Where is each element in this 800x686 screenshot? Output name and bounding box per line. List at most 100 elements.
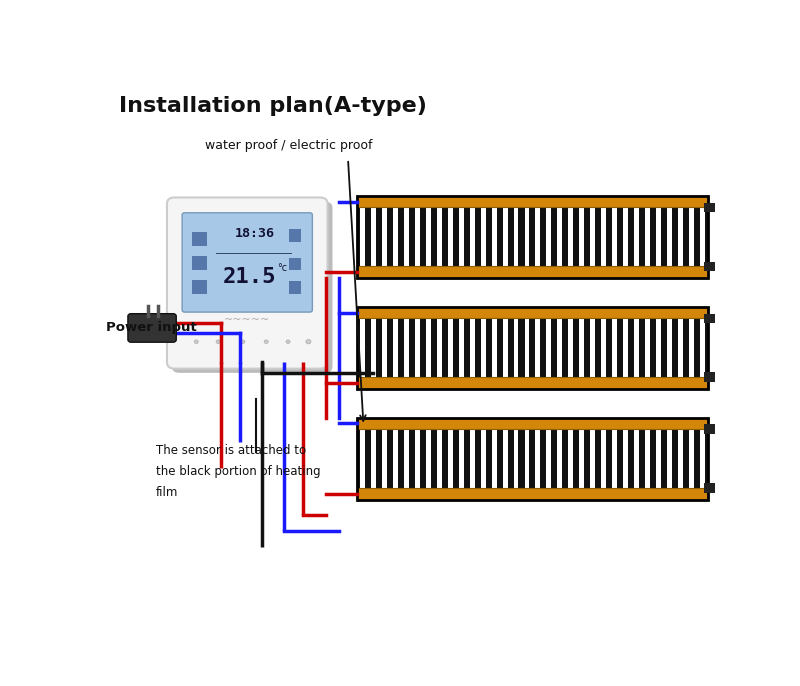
Bar xyxy=(358,196,707,278)
Bar xyxy=(579,429,584,488)
Bar xyxy=(678,318,682,377)
Bar xyxy=(704,261,715,271)
Bar xyxy=(656,429,661,488)
Bar xyxy=(426,318,431,377)
Bar xyxy=(502,318,507,377)
Bar xyxy=(492,318,497,377)
Bar xyxy=(590,429,595,488)
Bar xyxy=(678,207,682,266)
Bar xyxy=(525,318,530,377)
Text: Power input: Power input xyxy=(106,322,197,335)
Bar xyxy=(656,318,661,377)
Bar xyxy=(404,429,409,488)
Bar xyxy=(667,429,672,488)
Bar xyxy=(700,318,705,377)
Bar xyxy=(546,207,551,266)
Bar xyxy=(612,429,617,488)
Bar xyxy=(448,429,453,488)
Bar xyxy=(634,318,639,377)
Bar xyxy=(371,318,376,377)
Bar xyxy=(612,207,617,266)
Bar xyxy=(289,229,301,241)
Bar xyxy=(601,429,606,488)
Bar xyxy=(634,429,639,488)
Bar xyxy=(656,207,661,266)
Circle shape xyxy=(194,340,198,344)
Bar xyxy=(645,207,650,266)
Text: The sensor is attached to
the black portion of heating
film: The sensor is attached to the black port… xyxy=(156,444,321,499)
Bar xyxy=(514,429,518,488)
Text: 18:36: 18:36 xyxy=(234,228,274,240)
Bar xyxy=(358,196,707,207)
Bar xyxy=(470,207,474,266)
Bar xyxy=(590,207,595,266)
Bar xyxy=(678,429,682,488)
Bar xyxy=(601,207,606,266)
Bar xyxy=(558,318,562,377)
Bar xyxy=(358,418,707,499)
Bar xyxy=(393,429,398,488)
Text: 21.5: 21.5 xyxy=(223,267,277,287)
Bar xyxy=(358,207,707,266)
Bar xyxy=(404,318,409,377)
Bar xyxy=(502,207,507,266)
Bar xyxy=(459,318,464,377)
Bar xyxy=(667,318,672,377)
Bar xyxy=(358,429,707,488)
Bar xyxy=(568,318,574,377)
Bar xyxy=(634,207,639,266)
Bar xyxy=(689,207,694,266)
Bar xyxy=(358,418,707,499)
Bar xyxy=(689,318,694,377)
Bar xyxy=(601,318,606,377)
Circle shape xyxy=(306,340,311,344)
Bar xyxy=(426,207,431,266)
FancyBboxPatch shape xyxy=(128,314,176,342)
Bar xyxy=(358,307,707,389)
Bar xyxy=(437,318,442,377)
Bar xyxy=(192,232,207,246)
Bar xyxy=(535,207,540,266)
FancyBboxPatch shape xyxy=(172,202,333,373)
Bar xyxy=(371,429,376,488)
Bar xyxy=(192,280,207,294)
Bar xyxy=(645,429,650,488)
Text: Installation plan(A-type): Installation plan(A-type) xyxy=(118,95,426,115)
Circle shape xyxy=(264,340,268,344)
Bar xyxy=(514,207,518,266)
Bar xyxy=(470,318,474,377)
Bar xyxy=(558,207,562,266)
Bar xyxy=(371,207,376,266)
Bar xyxy=(667,207,672,266)
Bar xyxy=(492,207,497,266)
Bar xyxy=(459,207,464,266)
Bar xyxy=(289,258,301,270)
Bar xyxy=(192,256,207,270)
Bar xyxy=(546,318,551,377)
Bar xyxy=(700,429,705,488)
FancyBboxPatch shape xyxy=(167,198,327,368)
Bar xyxy=(358,266,707,278)
Bar xyxy=(382,318,387,377)
Bar xyxy=(358,307,707,318)
Text: ~~~~~: ~~~~~ xyxy=(224,314,270,324)
Bar xyxy=(502,429,507,488)
Bar xyxy=(579,318,584,377)
Bar xyxy=(481,207,486,266)
Bar xyxy=(393,207,398,266)
Bar xyxy=(360,429,366,488)
Bar xyxy=(514,318,518,377)
Bar xyxy=(459,429,464,488)
Text: °c: °c xyxy=(278,263,287,273)
Bar xyxy=(623,318,628,377)
Bar xyxy=(404,207,409,266)
Bar xyxy=(525,429,530,488)
Bar xyxy=(704,202,715,212)
Bar xyxy=(360,207,366,266)
Bar xyxy=(481,429,486,488)
Bar xyxy=(437,429,442,488)
FancyBboxPatch shape xyxy=(182,213,312,312)
Bar xyxy=(546,429,551,488)
Bar xyxy=(426,429,431,488)
Circle shape xyxy=(286,340,290,344)
